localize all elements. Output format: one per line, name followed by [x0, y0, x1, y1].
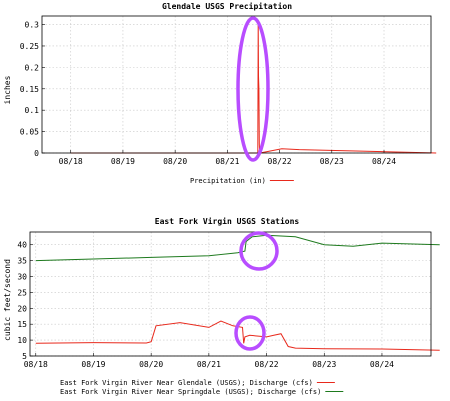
x-tick-label: 08/21	[215, 157, 239, 166]
precipitation-chart: Glendale USGS Precipitation inches 08/18…	[3, 1, 437, 185]
y-tick-label: 0.15	[20, 85, 39, 94]
legend-label: East Fork Virgin River Near Glendale (US…	[60, 379, 313, 387]
chart-title: Glendale USGS Precipitation	[162, 1, 292, 11]
y-tick-label: 0.1	[25, 106, 40, 115]
x-tick-label: 08/23	[312, 360, 336, 369]
y-tick-label: 5	[22, 352, 27, 361]
y-tick-label: 0.05	[20, 128, 39, 137]
x-tick-label: 08/21	[197, 360, 221, 369]
y-tick-label: 25	[17, 288, 27, 297]
legend: East Fork Virgin River Near Glendale (US…	[60, 379, 344, 396]
y-tick-label: 0.25	[20, 42, 39, 51]
discharge-chart: East Fork Virgin USGS Stations cubic fee…	[3, 216, 440, 396]
annotation-ellipse	[234, 315, 266, 351]
x-tick-label: 08/19	[81, 360, 105, 369]
series-line	[35, 234, 440, 262]
plot-frame	[29, 231, 432, 357]
plot-frame	[41, 15, 432, 154]
y-tick-label: 30	[17, 273, 27, 282]
y-axis-label: cubic feet/second	[3, 259, 12, 341]
x-tick-label: 08/22	[268, 157, 292, 166]
tick-labels: 08/18 08/19 08/20 08/21 08/22 08/23 08/24 0 0.05…	[20, 21, 396, 166]
x-tick-label: 08/23	[320, 157, 344, 166]
y-tick-label: 35	[17, 257, 27, 266]
y-tick-label: 15	[17, 320, 27, 329]
y-tick-label: 40	[17, 241, 27, 250]
legend-label: East Fork Virgin River Near Springdale (…	[60, 388, 321, 396]
legend-label: Precipitation (in)	[190, 177, 266, 185]
series-line	[70, 20, 437, 154]
y-tick-label: 0.2	[25, 63, 40, 72]
x-tick-label: 08/22	[255, 360, 279, 369]
series-layer	[35, 234, 440, 351]
x-tick-label: 08/20	[139, 360, 163, 369]
series-line	[35, 320, 440, 351]
tick-labels: 08/18 08/19 08/20 08/21 08/22 08/23 08/24 5 10 15…	[17, 241, 394, 369]
annotation-ellipse	[236, 16, 270, 162]
x-tick-label: 08/19	[111, 157, 135, 166]
x-tick-label: 08/20	[163, 157, 187, 166]
legend: Precipitation (in)	[190, 177, 294, 185]
x-tick-label: 08/18	[59, 157, 83, 166]
y-axis-label: inches	[3, 75, 12, 104]
y-tick-label: 0	[34, 149, 39, 158]
y-tick-label: 20	[17, 304, 27, 313]
x-tick-label: 08/24	[370, 360, 394, 369]
annotation-ellipse	[239, 231, 279, 271]
y-tick-label: 0.3	[25, 21, 40, 30]
y-tick-label: 10	[17, 336, 27, 345]
x-tick-label: 08/18	[24, 360, 48, 369]
chart-title: East Fork Virgin USGS Stations	[155, 216, 300, 226]
x-tick-label: 08/24	[372, 157, 396, 166]
series-layer	[70, 20, 437, 154]
grid	[30, 232, 431, 357]
